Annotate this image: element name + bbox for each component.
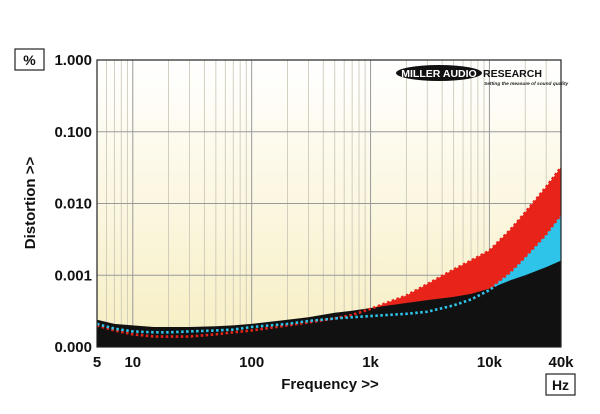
y-tick-label: 0.010 xyxy=(54,196,92,213)
y-unit-label: % xyxy=(23,52,36,68)
dotted-line-cyan xyxy=(97,216,561,334)
miller-audio-research-logo: MILLER AUDIO RESEARCH Setting the measur… xyxy=(396,65,569,87)
plot-frame xyxy=(96,59,562,348)
x-tick-labels: 5 10 100 1k 10k 40k xyxy=(93,354,574,371)
x-axis-title: Frequency >> xyxy=(281,376,379,393)
x-unit-label: Hz xyxy=(552,377,569,393)
logo-tagline: Setting the measure of sound quality xyxy=(484,81,569,87)
y-axis-title: Distortion >> xyxy=(22,157,39,250)
grid-lines xyxy=(97,60,561,347)
y-tick-labels: 1.000 0.100 0.010 0.001 0.000 xyxy=(54,52,92,356)
x-tick-label: 10k xyxy=(477,354,503,371)
y-tick-label: 0.100 xyxy=(54,124,92,141)
dotted-line-red xyxy=(97,166,561,338)
x-tick-label: 100 xyxy=(239,354,264,371)
y-tick-label: 1.000 xyxy=(54,52,92,69)
distortion-areas xyxy=(97,167,561,347)
y-unit-box: % xyxy=(14,48,45,71)
x-tick-label: 40k xyxy=(548,354,574,371)
dotted-traces xyxy=(97,166,561,338)
x-unit-box: Hz xyxy=(545,373,576,396)
logo-text-right: RESEARCH xyxy=(483,68,542,80)
logo-text-left: MILLER AUDIO xyxy=(401,68,476,80)
distortion-area-black xyxy=(97,260,561,347)
y-tick-label: 0.000 xyxy=(54,339,92,356)
x-tick-label: 10 xyxy=(124,354,141,371)
x-tick-label: 1k xyxy=(362,354,379,371)
y-tick-label: 0.001 xyxy=(54,267,92,284)
logo-ellipse xyxy=(396,65,482,81)
x-tick-label: 5 xyxy=(93,354,101,371)
